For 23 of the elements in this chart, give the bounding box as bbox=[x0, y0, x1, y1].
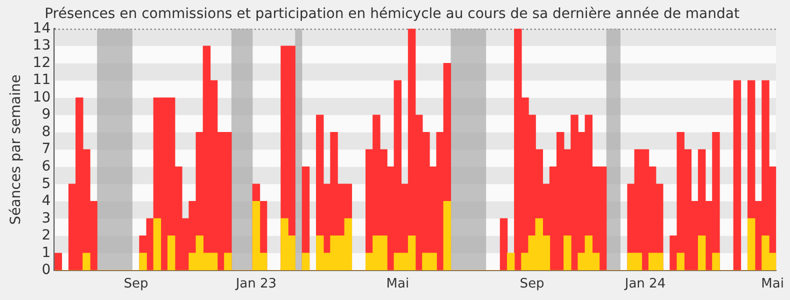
y-axis-title: Séances par semaine bbox=[8, 74, 24, 225]
y-tick-label: 14 bbox=[32, 20, 51, 36]
y-tick-label: 5 bbox=[42, 176, 51, 192]
x-tick-label: Sep bbox=[520, 276, 544, 292]
y-tick-label: 6 bbox=[42, 158, 51, 174]
x-tick-label: Jan 23 bbox=[234, 276, 277, 292]
x-tick-label: Mai bbox=[386, 276, 410, 292]
y-tick-label: 1 bbox=[42, 244, 51, 261]
x-tick-label: Jan 24 bbox=[624, 276, 666, 292]
y-tick-label: 12 bbox=[32, 54, 51, 71]
x-tick-label: Mai bbox=[761, 276, 784, 292]
y-tick-label: 9 bbox=[42, 106, 51, 123]
y-tick-label: 2 bbox=[42, 228, 51, 244]
y-tick-label: 7 bbox=[42, 141, 51, 158]
y-tick-label: 11 bbox=[32, 72, 51, 88]
y-tick-label: 0 bbox=[42, 262, 51, 278]
y-tick-label: 3 bbox=[42, 210, 51, 226]
y-tick-label: 13 bbox=[32, 38, 51, 54]
y-tick-label: 4 bbox=[42, 193, 51, 210]
y-tick-label: 10 bbox=[32, 89, 51, 106]
chart-title: Présences en commissions et participation en hémicycle au cours de sa dernière année de mandat bbox=[44, 6, 740, 22]
x-tick-label: Sep bbox=[124, 276, 148, 292]
y-tick-label: 8 bbox=[42, 124, 51, 140]
